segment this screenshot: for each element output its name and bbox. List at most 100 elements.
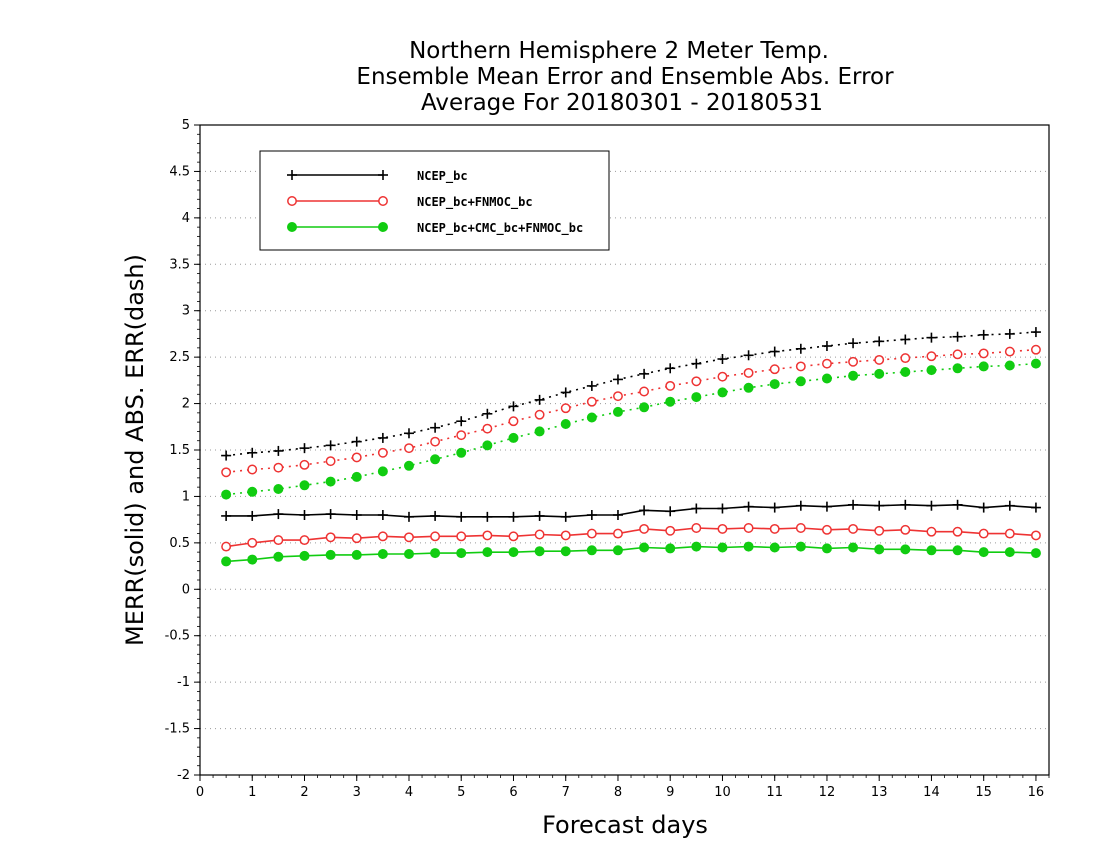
abs-err-point (952, 331, 963, 342)
merr-point (351, 549, 362, 560)
abs-err-point (325, 440, 336, 451)
merr-line (226, 527, 1036, 548)
abs-err-point (482, 423, 493, 434)
abs-err-point (403, 460, 414, 471)
abs-err-point (822, 358, 832, 369)
y-tick-label: 0 (182, 582, 190, 597)
merr-point (482, 511, 493, 522)
x-tick-label: 6 (509, 785, 517, 800)
abs-err-point (978, 361, 989, 372)
abs-err-point (900, 353, 911, 364)
abs-err-point (508, 432, 519, 443)
merr-point (613, 528, 623, 539)
y-tick-label: 4 (182, 211, 190, 226)
merr-point (1030, 502, 1041, 513)
abs-err-point (534, 409, 545, 420)
series-1 (221, 327, 1041, 522)
merr-point (848, 542, 859, 553)
merr-point (612, 545, 623, 556)
legend-marker (287, 222, 297, 232)
merr-point (508, 531, 519, 542)
merr-point (612, 510, 623, 520)
abs-err-point (952, 363, 963, 374)
merr-point (273, 535, 284, 546)
merr-point (482, 547, 493, 558)
abs-err-point (848, 338, 859, 349)
merr-point (560, 530, 571, 541)
merr-point (586, 510, 597, 520)
merr-point (665, 543, 676, 554)
abs-err-point (403, 428, 414, 439)
abs-err-point (769, 346, 780, 357)
merr-point (456, 511, 467, 522)
y-tick-label: 5 (182, 118, 190, 133)
merr-point (769, 542, 780, 553)
abs-err-point (560, 419, 571, 429)
abs-err-point (717, 354, 728, 364)
abs-err-point (430, 422, 441, 433)
abs-err-point (586, 396, 597, 407)
merr-point (743, 541, 754, 552)
merr-point (952, 545, 963, 556)
abs-err-point (874, 336, 885, 347)
merr-point (377, 510, 388, 520)
abs-err-point (508, 416, 519, 427)
abs-err-point (1004, 328, 1015, 339)
abs-err-point (1030, 358, 1041, 369)
x-axis: 0 1 2 3 4 5 6 7 8 9 10 11 12 13 14 15 16 (196, 775, 1050, 800)
merr-point (926, 500, 937, 511)
merr-point (665, 525, 676, 536)
merr-point (273, 509, 284, 520)
abs-err-point (848, 370, 859, 381)
abs-err-point (299, 443, 310, 454)
abs-err-point (639, 402, 650, 413)
x-tick-label: 14 (923, 785, 940, 800)
merr-point (456, 548, 467, 559)
abs-err-point (273, 462, 284, 473)
merr-point (1004, 528, 1015, 539)
abs-err-point (978, 348, 989, 359)
abs-err-point (874, 368, 885, 379)
legend-marker (287, 196, 297, 206)
merr-point (534, 529, 545, 540)
abs-err-point (273, 484, 284, 494)
merr-point (874, 525, 885, 536)
abs-err-point (639, 386, 650, 397)
abs-err-point (639, 368, 650, 379)
y-tick-label: -1.5 (165, 722, 190, 737)
abs-err-point (482, 408, 493, 419)
merr-point (377, 531, 388, 542)
merr-point (848, 523, 859, 534)
merr-point (874, 544, 885, 555)
merr-point (926, 526, 937, 537)
merr-point (952, 499, 963, 510)
merr-point (1030, 530, 1041, 541)
abs-err-point (351, 471, 362, 482)
merr-point (221, 510, 232, 521)
abs-err-point (351, 436, 362, 447)
merr-point (508, 511, 519, 522)
y-tick-label: 3 (182, 304, 190, 319)
merr-point (299, 550, 310, 561)
abs-err-point (1030, 327, 1041, 338)
abs-err-point (743, 367, 754, 378)
merr-point (404, 532, 414, 543)
x-tick-label: 1 (248, 785, 256, 800)
merr-point (456, 531, 467, 542)
abs-err-point (665, 380, 676, 391)
y-axis: -2 -1.5 -1 -0.5 0 0.5 1 1.5 2 2.5 3 3.5 4 4.5 5 (165, 118, 200, 783)
merr-point (978, 547, 989, 558)
x-tick-label: 0 (196, 785, 204, 800)
chart-title: Northern Hemisphere 2 Meter Temp. Ensemb… (356, 38, 894, 116)
merr-point (769, 502, 780, 513)
x-tick-label: 8 (614, 785, 622, 800)
abs-err-point (926, 351, 937, 362)
merr-point (325, 549, 336, 560)
abs-err-point (560, 403, 571, 414)
abs-err-point (586, 412, 597, 423)
abs-err-point (795, 343, 806, 354)
merr-point (299, 535, 310, 546)
merr-point (900, 524, 911, 535)
abs-err-point (430, 436, 441, 447)
abs-err-point (325, 476, 336, 487)
